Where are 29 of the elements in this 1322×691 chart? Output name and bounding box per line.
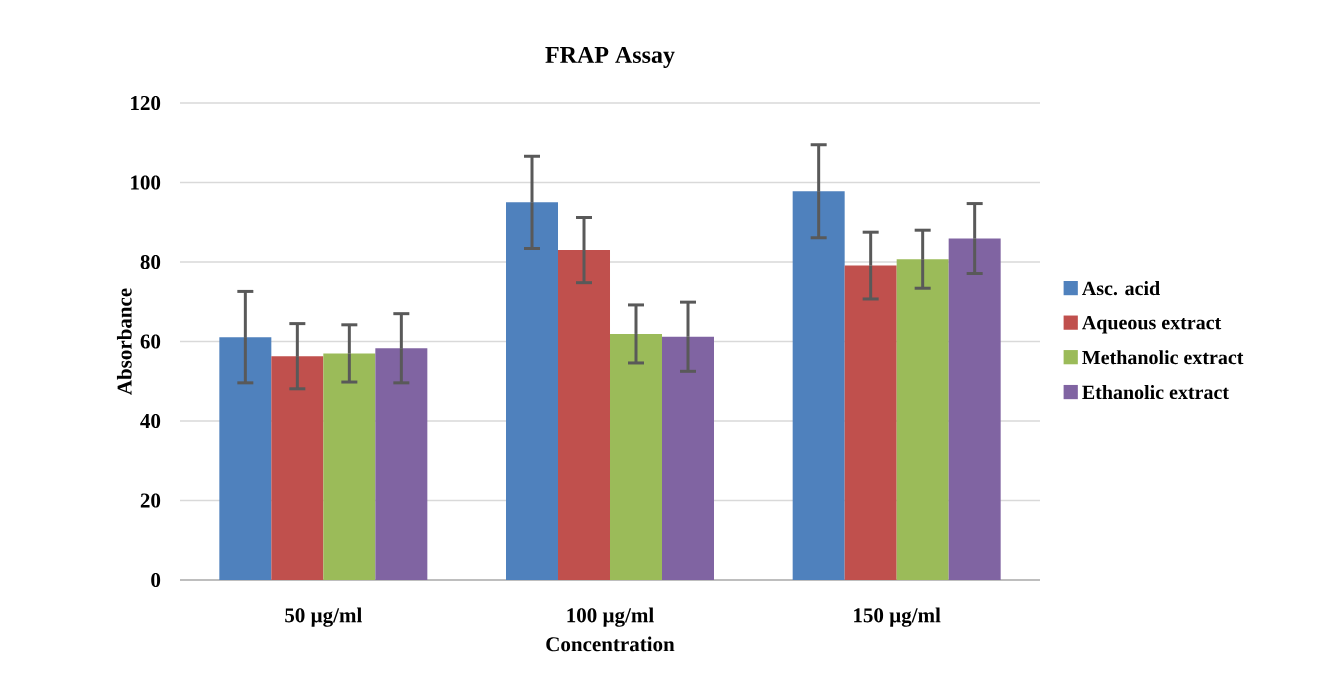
bar bbox=[948, 238, 1001, 580]
y-tick-label: 0 bbox=[151, 572, 161, 588]
y-tick-label: 80 bbox=[140, 254, 161, 270]
legend-label: Aqueous extract bbox=[1082, 315, 1222, 334]
chart-title: FRAP Assay bbox=[545, 46, 675, 68]
y-tick-label: 20 bbox=[140, 493, 161, 508]
x-tick-label: 50 µg/ml bbox=[285, 607, 362, 627]
y-tick-label: 40 bbox=[140, 413, 161, 429]
bar bbox=[375, 348, 428, 580]
x-axis-title: Concentration bbox=[546, 636, 675, 652]
bar bbox=[271, 356, 324, 580]
bar bbox=[323, 353, 376, 580]
x-tick-label: 150 µg/ml bbox=[854, 607, 941, 627]
legend-label: Ethanolic extract bbox=[1082, 385, 1229, 400]
bar bbox=[558, 250, 611, 580]
y-tick-label: 60 bbox=[140, 334, 161, 349]
bar bbox=[506, 202, 559, 580]
x-tick-label: 100 µg/ml bbox=[567, 607, 654, 627]
legend-label: Methanolic extract bbox=[1082, 350, 1244, 365]
bar bbox=[844, 265, 897, 580]
bar bbox=[792, 191, 845, 580]
bar bbox=[219, 337, 272, 580]
y-tick-label: 100 bbox=[131, 175, 161, 190]
y-tick-label: 120 bbox=[131, 95, 161, 111]
legend-label: Asc. acid bbox=[1082, 281, 1160, 296]
bar bbox=[610, 333, 662, 580]
bar bbox=[662, 336, 714, 580]
bar bbox=[896, 259, 949, 580]
y-axis-title: Absorbance bbox=[116, 288, 132, 395]
